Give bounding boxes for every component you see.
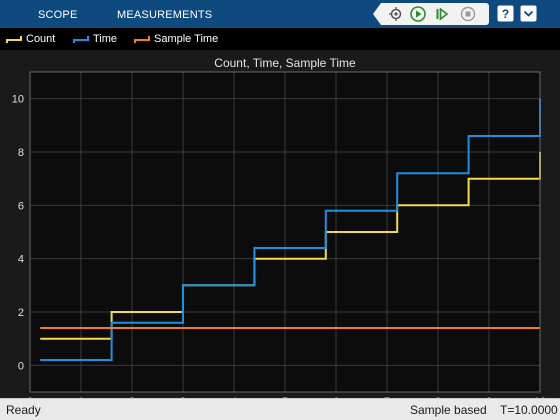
snapshot-icon[interactable] xyxy=(387,5,405,23)
legend: Count Time Sample Time xyxy=(0,28,560,50)
series-line-count xyxy=(40,152,541,340)
y-tick-label: 2 xyxy=(18,307,24,319)
legend-swatch-time xyxy=(73,36,89,43)
toolbar: SCOPE MEASUREMENTS xyxy=(0,0,560,28)
svg-text:?: ? xyxy=(502,7,509,21)
legend-item-count[interactable]: Count xyxy=(6,28,55,50)
simulation-controls xyxy=(373,3,489,25)
series-line-time xyxy=(40,98,541,361)
help-icon[interactable]: ? xyxy=(497,5,514,22)
tick-labels: 0 1 2 3 4 5 6 7 8 9 10 0 2 4 6 8 10 xyxy=(12,94,546,398)
step-forward-icon[interactable] xyxy=(433,5,451,23)
run-icon[interactable] xyxy=(409,5,427,23)
legend-swatch-count xyxy=(6,36,22,43)
y-tick-label: 10 xyxy=(12,94,24,106)
legend-label-time: Time xyxy=(93,33,118,45)
legend-item-time[interactable]: Time xyxy=(73,28,117,50)
y-tick-label: 4 xyxy=(18,254,24,266)
x-tick-label: 9 xyxy=(486,396,492,398)
series-group xyxy=(40,98,541,361)
x-tick-label: 1 xyxy=(78,396,84,398)
legend-item-sample-time[interactable]: Sample Time xyxy=(134,28,218,50)
y-tick-label: 8 xyxy=(18,147,24,159)
legend-label-count: Count xyxy=(26,33,56,45)
status-mode: Sample based xyxy=(410,403,487,417)
status-ready: Ready xyxy=(6,403,41,417)
chart-title: Count, Time, Sample Time xyxy=(214,56,356,70)
scope-display[interactable]: Count, Time, Sample Time 0 1 2 3 4 5 6 7 8 9 10 0 2 4… xyxy=(0,50,560,398)
tab-measurements[interactable]: MEASUREMENTS xyxy=(117,9,213,21)
x-tick-label: 2 xyxy=(129,396,135,398)
stop-icon[interactable] xyxy=(459,5,477,23)
axes-border xyxy=(29,71,541,393)
y-tick-label: 6 xyxy=(18,200,24,212)
x-tick-label: 3 xyxy=(180,396,186,398)
x-tick-label: 7 xyxy=(384,396,390,398)
x-tick-label: 5 xyxy=(282,396,288,398)
x-tick-label: 4 xyxy=(231,396,237,398)
status-time: T=10.0000 xyxy=(500,403,558,417)
legend-label-sample-time: Sample Time xyxy=(154,33,219,45)
x-tick-label: 6 xyxy=(333,396,339,398)
x-tick-label: 0 xyxy=(27,396,33,398)
tab-scope[interactable]: SCOPE xyxy=(38,9,78,21)
expand-icon[interactable] xyxy=(520,5,537,22)
x-tick-label: 10 xyxy=(534,396,546,398)
y-tick-label: 0 xyxy=(18,360,24,372)
scope-plot: Count, Time, Sample Time 0 1 2 3 4 5 6 7 8 9 10 0 2 4… xyxy=(12,56,546,398)
status-bar: Ready Sample based T=10.0000 xyxy=(0,398,560,420)
x-tick-label: 8 xyxy=(435,396,441,398)
legend-swatch-sample-time xyxy=(134,36,150,43)
